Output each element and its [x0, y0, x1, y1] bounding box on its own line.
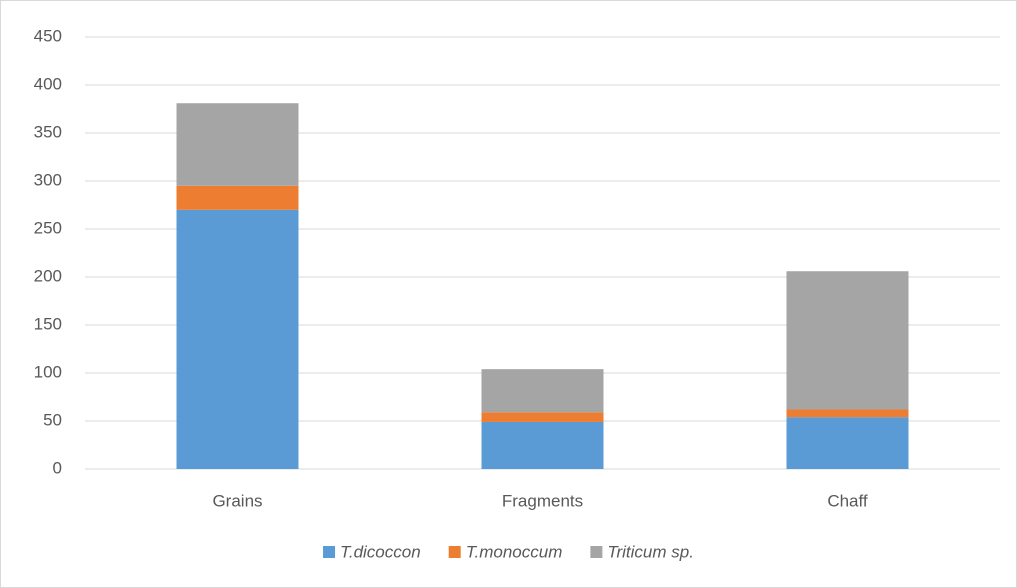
bar-segment	[176, 103, 299, 186]
legend-swatch	[448, 546, 461, 558]
y-tick-label: 150	[34, 314, 62, 333]
y-tick-label: 300	[34, 170, 62, 189]
y-tick-label: 450	[34, 26, 62, 45]
legend-text: T.dicoccon	[340, 542, 421, 561]
x-tick-label: Fragments	[502, 491, 583, 510]
y-tick-label: 400	[34, 74, 62, 93]
legend-swatch	[590, 546, 603, 558]
bar-segment	[786, 271, 909, 410]
y-tick-label: 100	[34, 362, 62, 381]
legend-swatch	[323, 546, 336, 558]
y-tick-label: 0	[53, 458, 62, 477]
y-tick-label: 50	[43, 410, 62, 429]
y-tick-label: 200	[34, 266, 62, 285]
bar-segment	[176, 209, 299, 470]
y-tick-label: 350	[34, 122, 62, 141]
bar-segment	[481, 412, 604, 422]
x-tick-label: Grains	[212, 491, 262, 510]
bar-segment	[481, 421, 604, 469]
bar-segment	[481, 369, 604, 413]
legend-text: T.monoccum	[466, 542, 563, 561]
bar-segment	[786, 417, 909, 469]
y-tick-label: 250	[34, 218, 62, 237]
bar-segment	[786, 409, 909, 418]
x-tick-label: Chaff	[827, 491, 868, 510]
bar-segment	[176, 185, 299, 210]
legend-text: Triticum sp.	[607, 542, 694, 561]
